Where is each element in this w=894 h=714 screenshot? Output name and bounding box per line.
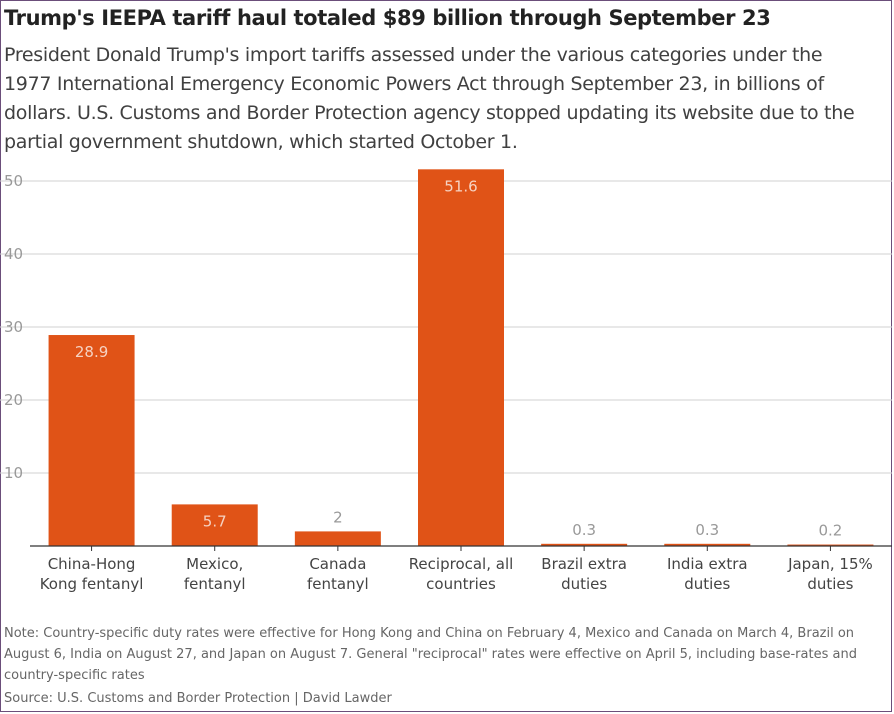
bar-value-label: 28.9 xyxy=(75,343,108,361)
x-category-label: Mexico, xyxy=(186,555,243,573)
x-category-label: Reciprocal, all xyxy=(409,555,514,573)
y-tick-label: 50 xyxy=(4,172,23,190)
bar xyxy=(294,531,381,546)
x-category-label: Japan, 15% xyxy=(787,555,873,573)
x-category-label: Canada xyxy=(309,555,366,573)
bar xyxy=(664,543,751,546)
y-tick-label: 10 xyxy=(4,464,23,482)
chart-subtitle: President Donald Trump's import tariffs … xyxy=(4,44,855,153)
x-category-label: India extra xyxy=(667,555,748,573)
x-category-label: duties xyxy=(684,575,730,593)
bar-value-label: 51.6 xyxy=(444,177,477,195)
x-category-label: fentanyl xyxy=(184,575,246,593)
y-axis-ticks: 10 20 30 40 50 xyxy=(4,172,23,482)
y-tick-label: 40 xyxy=(4,245,23,263)
bar-value-label: 0.3 xyxy=(572,521,596,539)
bar xyxy=(418,169,504,546)
x-category-label: fentanyl xyxy=(307,575,369,593)
bar xyxy=(541,543,628,546)
chart-title: Trump's IEEPA tariff haul totaled $89 bi… xyxy=(4,6,771,30)
bar xyxy=(171,504,258,546)
x-category-label: Brazil extra xyxy=(541,555,627,573)
bar-value-label: 5.7 xyxy=(203,512,227,530)
bar-value-label: 2 xyxy=(333,508,343,526)
bar-chart: 28.9 5.7 2 51.6 0.3 0.3 0.2 10 20 30 40 50 China-H… xyxy=(0,169,892,593)
bars xyxy=(48,169,874,547)
value-labels: 28.9 5.7 2 51.6 0.3 0.3 0.2 xyxy=(75,177,842,539)
bar xyxy=(48,335,135,546)
bar xyxy=(787,544,874,547)
chart-note: Note: Country-specific duty rates were e… xyxy=(4,626,857,683)
x-axis-categories: China-Hong Kong fentanyl Mexico, fentanyl Ca… xyxy=(30,545,892,593)
x-category-label: countries xyxy=(426,575,496,593)
y-tick-label: 20 xyxy=(4,391,23,409)
x-category-label: Kong fentanyl xyxy=(40,575,144,593)
x-category-label: duties xyxy=(561,575,607,593)
bar-value-label: 0.2 xyxy=(818,522,842,540)
y-tick-label: 30 xyxy=(4,318,23,336)
x-category-label: duties xyxy=(807,575,853,593)
x-category-label: China-Hong xyxy=(48,555,136,573)
bar-value-label: 0.3 xyxy=(695,521,719,539)
chart-source: Source: U.S. Customs and Border Protecti… xyxy=(4,691,392,706)
